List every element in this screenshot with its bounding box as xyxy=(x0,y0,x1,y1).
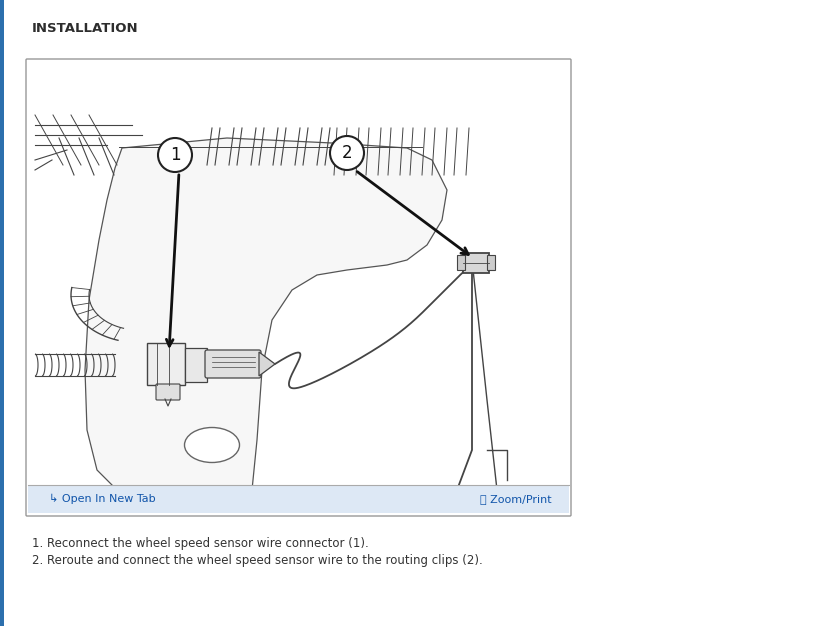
Polygon shape xyxy=(85,138,447,490)
Text: 1: 1 xyxy=(169,146,180,164)
Bar xyxy=(147,343,185,385)
FancyBboxPatch shape xyxy=(205,350,261,378)
Bar xyxy=(28,485,569,513)
Ellipse shape xyxy=(184,428,239,463)
Polygon shape xyxy=(259,352,275,376)
Text: INSTALLATION: INSTALLATION xyxy=(32,22,139,35)
Text: 2: 2 xyxy=(342,144,353,162)
Bar xyxy=(457,255,465,270)
Bar xyxy=(487,255,495,270)
Circle shape xyxy=(330,136,364,170)
Text: 2. Reroute and connect the wheel speed sensor wire to the routing clips (2).: 2. Reroute and connect the wheel speed s… xyxy=(32,554,483,567)
FancyBboxPatch shape xyxy=(26,59,571,516)
Bar xyxy=(185,348,207,382)
Text: ↳ Open In New Tab: ↳ Open In New Tab xyxy=(49,494,155,504)
Bar xyxy=(463,253,489,273)
Text: 1. Reconnect the wheel speed sensor wire connector (1).: 1. Reconnect the wheel speed sensor wire… xyxy=(32,537,369,550)
FancyBboxPatch shape xyxy=(156,384,180,400)
Circle shape xyxy=(158,138,192,172)
Bar xyxy=(0,0,4,626)
Text: ⌕ Zoom/Print: ⌕ Zoom/Print xyxy=(480,494,552,504)
